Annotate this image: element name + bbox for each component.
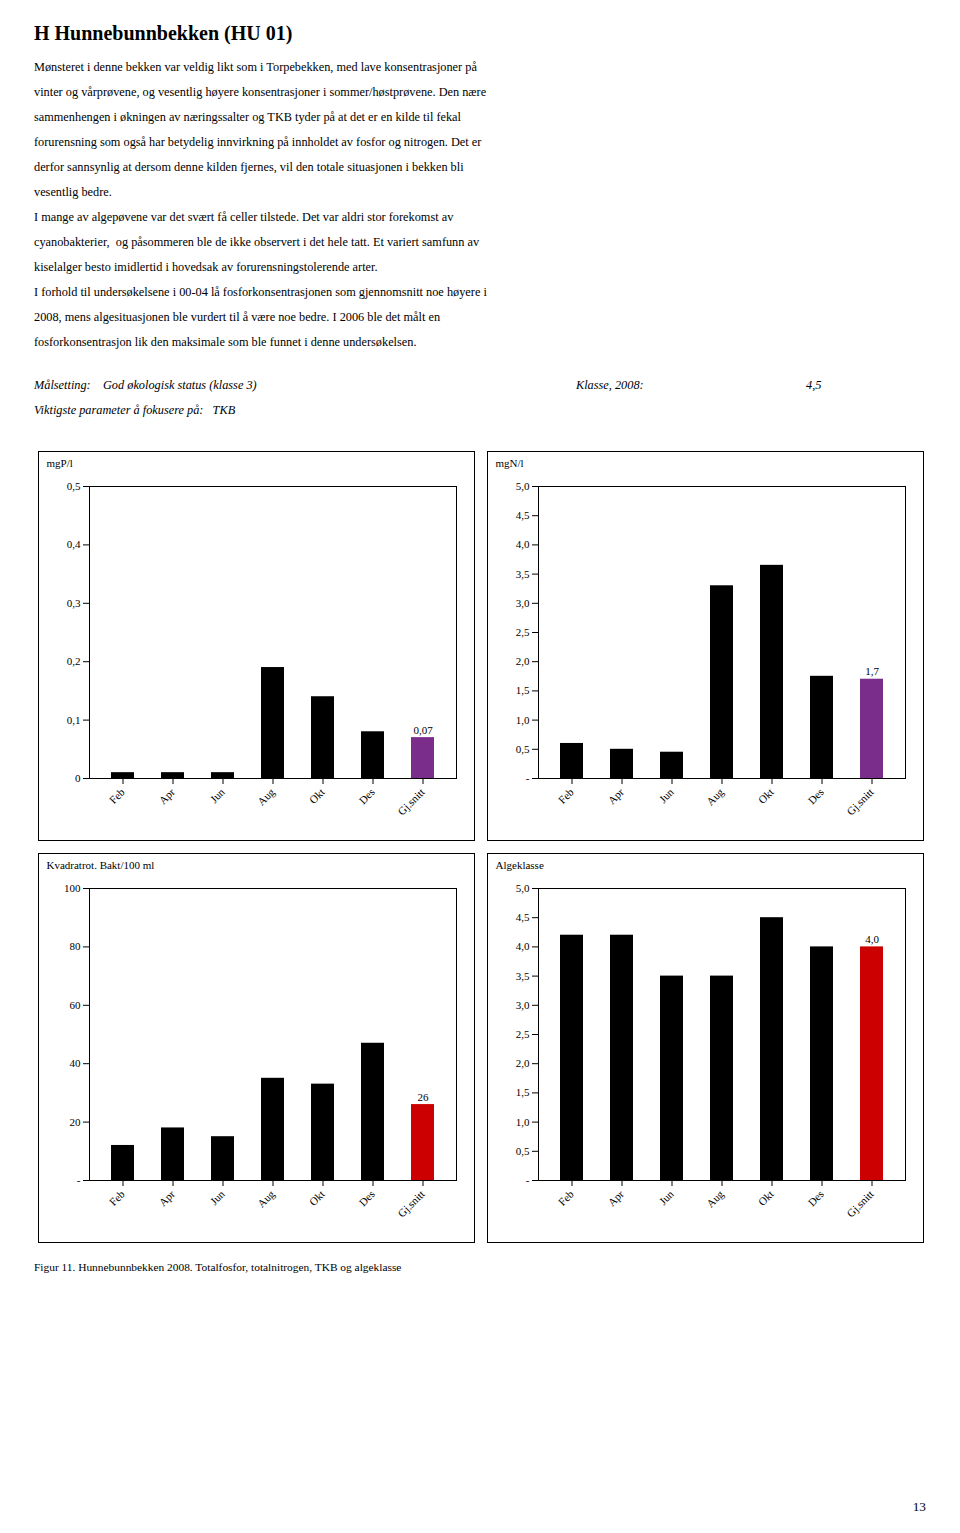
svg-text:0,5: 0,5 bbox=[67, 480, 81, 492]
svg-text:4,5: 4,5 bbox=[516, 911, 530, 923]
svg-text:Des: Des bbox=[805, 1188, 826, 1209]
html-text:Målsetting: God økologisk stat: Målsetting: God økologisk status (klasse… bbox=[34, 378, 257, 392]
html-text:4,5: 4,5 bbox=[806, 378, 822, 392]
html-text:Figur 11. Hunnebunnbekken 2008: Figur 11. Hunnebunnbekken 2008. Totalfos… bbox=[34, 1261, 402, 1273]
html-text:cyanobakterier, og påsommeren: cyanobakterier, og påsommeren ble de ikk… bbox=[34, 235, 480, 249]
html-text:kiselalger besto imidlertid i: kiselalger besto imidlertid i hovedsak a… bbox=[34, 260, 378, 274]
svg-text:Apr: Apr bbox=[156, 786, 177, 807]
svg-text:Gj.snitt: Gj.snitt bbox=[844, 786, 876, 818]
svg-text:Algeklasse: Algeklasse bbox=[496, 859, 544, 871]
svg-text:Okt: Okt bbox=[307, 1188, 327, 1208]
html-text:2008, mens algesituasjonen ble: 2008, mens algesituasjonen ble vurdert t… bbox=[34, 310, 440, 324]
svg-text:26: 26 bbox=[418, 1091, 430, 1103]
svg-text:2,0: 2,0 bbox=[516, 1057, 530, 1069]
svg-text:3,5: 3,5 bbox=[516, 970, 530, 982]
svg-text:Okt: Okt bbox=[307, 786, 327, 806]
svg-text:Feb: Feb bbox=[556, 785, 577, 806]
svg-text:1,0: 1,0 bbox=[516, 1116, 530, 1128]
svg-text:Des: Des bbox=[356, 1188, 377, 1209]
svg-text:Aug: Aug bbox=[255, 785, 277, 807]
html-text:Viktigste parameter å fokusere: Viktigste parameter å fokusere på: TKB bbox=[34, 403, 236, 417]
svg-text:Okt: Okt bbox=[756, 1188, 776, 1208]
svg-text:Aug: Aug bbox=[255, 1187, 277, 1209]
svg-text:5,0: 5,0 bbox=[516, 882, 530, 894]
svg-text:Gj.snitt: Gj.snitt bbox=[395, 1188, 427, 1220]
svg-text:0,07: 0,07 bbox=[413, 724, 433, 736]
svg-text:0,3: 0,3 bbox=[67, 597, 81, 609]
html-text:H Hunnebunnbekken (HU 01): H Hunnebunnbekken (HU 01) bbox=[34, 22, 293, 44]
html-text:fosforkonsentrasjon lik den ma: fosforkonsentrasjon lik den maksimale so… bbox=[34, 335, 417, 349]
svg-text:3,0: 3,0 bbox=[516, 999, 530, 1011]
svg-text:-: - bbox=[526, 772, 530, 784]
svg-text:3,0: 3,0 bbox=[516, 597, 530, 609]
svg-text:Jun: Jun bbox=[657, 785, 677, 805]
svg-text:5,0: 5,0 bbox=[516, 480, 530, 492]
svg-text:Jun: Jun bbox=[208, 785, 228, 805]
svg-text:1,7: 1,7 bbox=[865, 665, 879, 677]
svg-text:4,0: 4,0 bbox=[865, 933, 879, 945]
svg-text:Gj.snitt: Gj.snitt bbox=[844, 1188, 876, 1220]
svg-text:Apr: Apr bbox=[605, 786, 626, 807]
svg-text:4,5: 4,5 bbox=[516, 509, 530, 521]
svg-text:2,0: 2,0 bbox=[516, 655, 530, 667]
svg-text:4,0: 4,0 bbox=[516, 940, 530, 952]
svg-text:1,0: 1,0 bbox=[516, 714, 530, 726]
svg-text:Apr: Apr bbox=[605, 1188, 626, 1209]
svg-text:Feb: Feb bbox=[107, 785, 128, 806]
svg-text:Jun: Jun bbox=[208, 1187, 228, 1207]
svg-text:100: 100 bbox=[64, 882, 81, 894]
svg-text:60: 60 bbox=[70, 999, 82, 1011]
svg-text:0,4: 0,4 bbox=[67, 538, 81, 550]
html-text:13: 13 bbox=[912, 1499, 926, 1514]
svg-text:mgN/l: mgN/l bbox=[496, 457, 524, 469]
svg-text:mgP/l: mgP/l bbox=[47, 457, 73, 469]
html-text:derfor sannsynlig at dersom de: derfor sannsynlig at dersom denne kilden… bbox=[34, 160, 464, 174]
svg-text:-: - bbox=[526, 1174, 530, 1186]
svg-text:Okt: Okt bbox=[756, 786, 776, 806]
svg-text:1,5: 1,5 bbox=[516, 1086, 530, 1098]
svg-text:0,1: 0,1 bbox=[67, 714, 81, 726]
svg-text:Feb: Feb bbox=[107, 1187, 128, 1208]
html-text:Klasse, 2008:: Klasse, 2008: bbox=[576, 378, 644, 392]
svg-text:4,0: 4,0 bbox=[516, 538, 530, 550]
svg-text:0: 0 bbox=[75, 772, 81, 784]
html-text:forurensning som også har bety: forurensning som også har betydelig innv… bbox=[34, 135, 482, 149]
svg-text:Apr: Apr bbox=[156, 1188, 177, 1209]
svg-text:Des: Des bbox=[356, 786, 377, 807]
svg-text:2,5: 2,5 bbox=[516, 626, 530, 638]
svg-text:2,5: 2,5 bbox=[516, 1028, 530, 1040]
svg-text:3,5: 3,5 bbox=[516, 568, 530, 580]
svg-text:Des: Des bbox=[805, 786, 826, 807]
svg-text:Kvadratrot. Bakt/100 ml: Kvadratrot. Bakt/100 ml bbox=[47, 859, 155, 871]
svg-text:20: 20 bbox=[70, 1116, 82, 1128]
svg-text:Gj.snitt: Gj.snitt bbox=[395, 786, 427, 818]
html-text:sammenhengen i økningen av nær: sammenhengen i økningen av næringssalter… bbox=[34, 110, 461, 124]
svg-text:Aug: Aug bbox=[704, 1187, 726, 1209]
html-text:I forhold til undersøkelsene i: I forhold til undersøkelsene i 00-04 lå … bbox=[34, 285, 487, 299]
svg-text:0,5: 0,5 bbox=[516, 1145, 530, 1157]
svg-text:40: 40 bbox=[70, 1057, 82, 1069]
html-text:vinter og vårprøvene, og vesen: vinter og vårprøvene, og vesentlig høyer… bbox=[34, 85, 487, 99]
svg-text:80: 80 bbox=[70, 940, 82, 952]
svg-text:Feb: Feb bbox=[556, 1187, 577, 1208]
svg-text:Jun: Jun bbox=[657, 1187, 677, 1207]
svg-text:0,2: 0,2 bbox=[67, 655, 81, 667]
html-text:Mønsteret i denne bekken var v: Mønsteret i denne bekken var veldig likt… bbox=[34, 60, 477, 74]
svg-text:1,5: 1,5 bbox=[516, 684, 530, 696]
html-text:I mange av algepøvene var det: I mange av algepøvene var det svært få c… bbox=[34, 210, 454, 224]
html-text:vesentlig bedre.: vesentlig bedre. bbox=[34, 185, 112, 199]
svg-text:0,5: 0,5 bbox=[516, 743, 530, 755]
svg-text:-: - bbox=[77, 1174, 81, 1186]
svg-text:Aug: Aug bbox=[704, 785, 726, 807]
